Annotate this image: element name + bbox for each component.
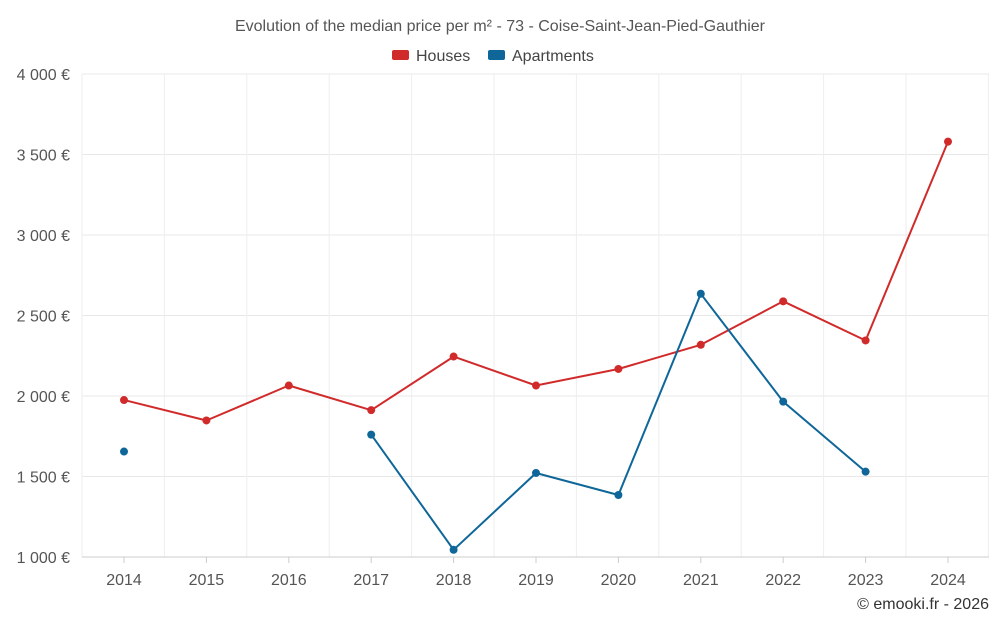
x-tick-label: 2016: [271, 572, 307, 589]
x-tick-label: 2023: [848, 572, 884, 589]
point-houses-2016[interactable]: [284, 381, 293, 390]
point-apartments-2018[interactable]: [449, 545, 458, 554]
series-line-apartments: [370, 292, 867, 551]
legend-swatch-apartments: [488, 50, 505, 60]
y-tick-label: 1 000 €: [17, 550, 70, 567]
credit-text: © emooki.fr - 2026: [857, 596, 989, 613]
point-houses-2022[interactable]: [779, 297, 788, 306]
grid: [81, 73, 989, 557]
point-houses-2017[interactable]: [367, 406, 376, 415]
x-tick-label: 2015: [189, 572, 225, 589]
point-houses-2023[interactable]: [861, 336, 870, 345]
point-apartments-2020[interactable]: [614, 491, 623, 500]
point-houses-2021[interactable]: [696, 340, 705, 349]
series-layer: [120, 137, 952, 554]
x-tick-label: 2021: [683, 572, 719, 589]
point-apartments-2021[interactable]: [696, 289, 705, 298]
point-houses-2015[interactable]: [202, 416, 211, 425]
y-tick-label: 4 000 €: [17, 67, 70, 84]
axes: [82, 556, 989, 563]
y-axis-labels: 1 000 € 1 500 € 2 000 € 2 500 € 3 000 € 3 500…: [17, 67, 70, 567]
x-axis-labels: 2014 2015 2016 2017 2018 2019 2020 2021 2022 2023…: [106, 572, 966, 589]
x-tick-label: 2019: [518, 572, 554, 589]
x-tick-label: 2020: [601, 572, 637, 589]
legend-swatch-houses: [392, 50, 409, 60]
y-tick-label: 1 500 €: [17, 470, 70, 487]
point-apartments-2022[interactable]: [779, 397, 788, 406]
series-line-houses: [123, 141, 949, 422]
x-tick-label: 2017: [353, 572, 389, 589]
x-tick-label: 2022: [765, 572, 801, 589]
x-tick-label: 2018: [436, 572, 472, 589]
point-apartments-2014[interactable]: [120, 447, 128, 456]
y-tick-label: 2 000 €: [17, 389, 70, 406]
point-houses-2014[interactable]: [120, 396, 128, 405]
point-houses-2019[interactable]: [532, 381, 540, 390]
y-tick-label: 2 500 €: [17, 309, 70, 326]
y-tick-label: 3 000 €: [17, 228, 70, 245]
legend-item-houses[interactable]: Houses: [392, 48, 470, 65]
point-houses-2018[interactable]: [449, 352, 458, 361]
chart-title: Evolution of the median price per m² - 7…: [235, 18, 766, 35]
point-apartments-2017[interactable]: [367, 430, 376, 439]
x-tick-label: 2024: [930, 572, 966, 589]
legend-label-apartments: Apartments: [512, 48, 594, 65]
point-apartments-2023[interactable]: [861, 467, 870, 476]
legend: Houses Apartments: [392, 48, 594, 65]
point-houses-2024[interactable]: [944, 137, 952, 146]
y-tick-label: 3 500 €: [17, 148, 70, 165]
legend-label-houses: Houses: [416, 48, 470, 65]
point-apartments-2019[interactable]: [532, 468, 540, 477]
point-houses-2020[interactable]: [614, 364, 623, 373]
legend-item-apartments[interactable]: Apartments: [488, 48, 594, 65]
x-tick-label: 2014: [106, 572, 142, 589]
